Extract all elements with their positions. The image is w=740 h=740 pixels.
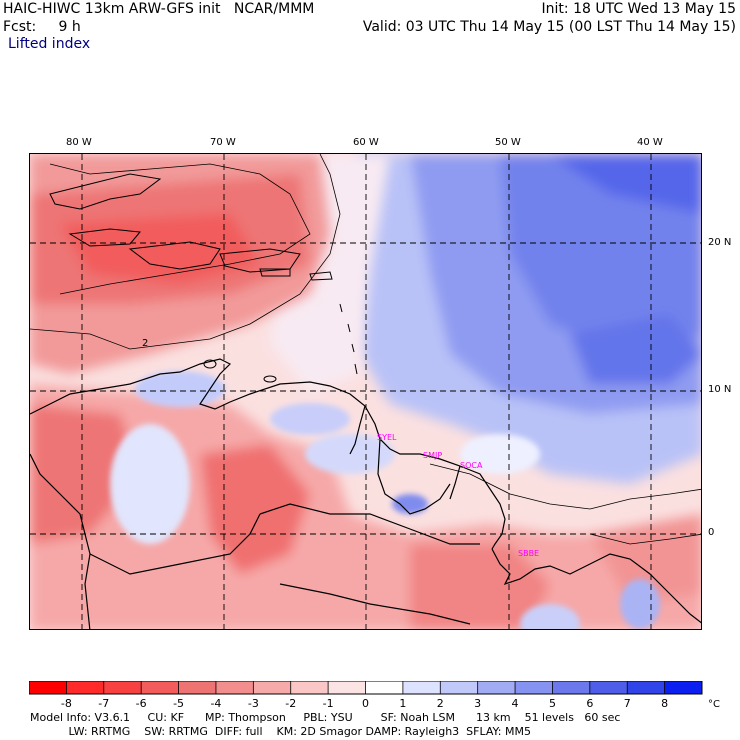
lon-label-80w: 80 W — [66, 137, 92, 148]
colorbar-swatch — [29, 681, 67, 694]
caribbean-islands — [49, 173, 358, 383]
model-info-line-2: LW: RRTMG SW: RRTMG DIFF: full KM: 2D Sm… — [30, 725, 531, 738]
colorbar-swatch — [515, 681, 553, 694]
colorbar-swatch — [365, 681, 404, 694]
forecast-hour: Fcst: 9 h — [3, 19, 81, 35]
colorbar-tick-label: -7 — [98, 697, 109, 710]
colorbar-swatch — [477, 681, 516, 694]
lon-label-40w: 40 W — [637, 137, 663, 148]
colorbar-tick-label: 5 — [549, 697, 556, 710]
lat-label-0: 0 — [708, 527, 715, 538]
colorbar-swatch — [440, 681, 479, 694]
colorbar-tick-label: 6 — [586, 697, 593, 710]
colorbar: -8 -7 -6 -5 -4 -3 -2 -1 0 1 2 3 4 5 6 7 8 °C — [29, 681, 720, 710]
contour-label: 2 — [142, 338, 149, 349]
station-label: SBBE — [518, 549, 540, 558]
colorbar-swatch — [664, 681, 703, 694]
colorbar-unit: °C — [708, 699, 720, 710]
colorbar-swatch — [103, 681, 142, 694]
colorbar-swatch — [215, 681, 254, 694]
graticule — [30, 154, 701, 629]
unstable-air-region-north — [30, 154, 330, 374]
colorbar-tick-label: -3 — [248, 697, 259, 710]
lon-label-60w: 60 W — [353, 137, 379, 148]
colorbar-swatch — [253, 681, 292, 694]
map-canvas — [30, 154, 701, 629]
stable-patches-land — [110, 371, 660, 629]
contour-lines — [30, 154, 701, 545]
colorbar-tick-label: -1 — [323, 697, 334, 710]
lon-label-70w: 70 W — [210, 137, 236, 148]
colorbar-tick-label: 8 — [661, 697, 668, 710]
map-title: HAIC-HIWC 13km ARW-GFS init NCAR/MMM — [3, 1, 315, 17]
colorbar-swatch — [290, 681, 329, 694]
valid-time: Valid: 03 UTC Thu 14 May 15 (00 LST Thu … — [362, 19, 736, 35]
colorbar-swatch — [66, 681, 105, 694]
colorbar-tick-label: 7 — [624, 697, 631, 710]
colorbar-tick-label: 0 — [362, 697, 369, 710]
model-info-line-1: Model Info: V3.6.1 CU: KF MP: Thompson P… — [30, 711, 621, 724]
colorbar-tick-label: -8 — [61, 697, 72, 710]
colorbar-tick-label: 3 — [474, 697, 481, 710]
colorbar-swatch — [178, 681, 217, 694]
stable-air-region — [330, 154, 701, 484]
colorbar-tick-label: 4 — [512, 697, 519, 710]
station-label: SYEL — [377, 433, 397, 442]
field-name: Lifted index — [8, 36, 91, 52]
colorbar-tick-label: -5 — [173, 697, 184, 710]
lifted-index-map: 2 SYEL SMJP SOCA SBBE — [29, 153, 702, 630]
unstable-air-region-south — [30, 384, 701, 629]
colorbar-tick-label: -6 — [136, 697, 147, 710]
colorbar-tick-label: -4 — [210, 697, 221, 710]
station-label: SOCA — [460, 461, 483, 470]
colorbar-swatch — [402, 681, 441, 694]
colorbar-swatch — [328, 681, 366, 694]
station-label: SMJP — [423, 451, 443, 460]
lon-label-50w: 50 W — [495, 137, 521, 148]
lat-label-10n: 10 N — [708, 384, 732, 395]
lat-label-20n: 20 N — [708, 237, 732, 248]
colorbar-tick-label: 1 — [399, 697, 406, 710]
colorbar-swatch — [141, 681, 180, 694]
colorbar-swatch — [627, 681, 666, 694]
colorbar-tick-label: 2 — [437, 697, 444, 710]
init-time: Init: 18 UTC Wed 13 May 15 — [541, 1, 736, 17]
colorbar-swatch — [589, 681, 628, 694]
colorbar-tick-label: -2 — [285, 697, 296, 710]
coastlines — [30, 358, 701, 629]
colorbar-swatch — [552, 681, 591, 694]
